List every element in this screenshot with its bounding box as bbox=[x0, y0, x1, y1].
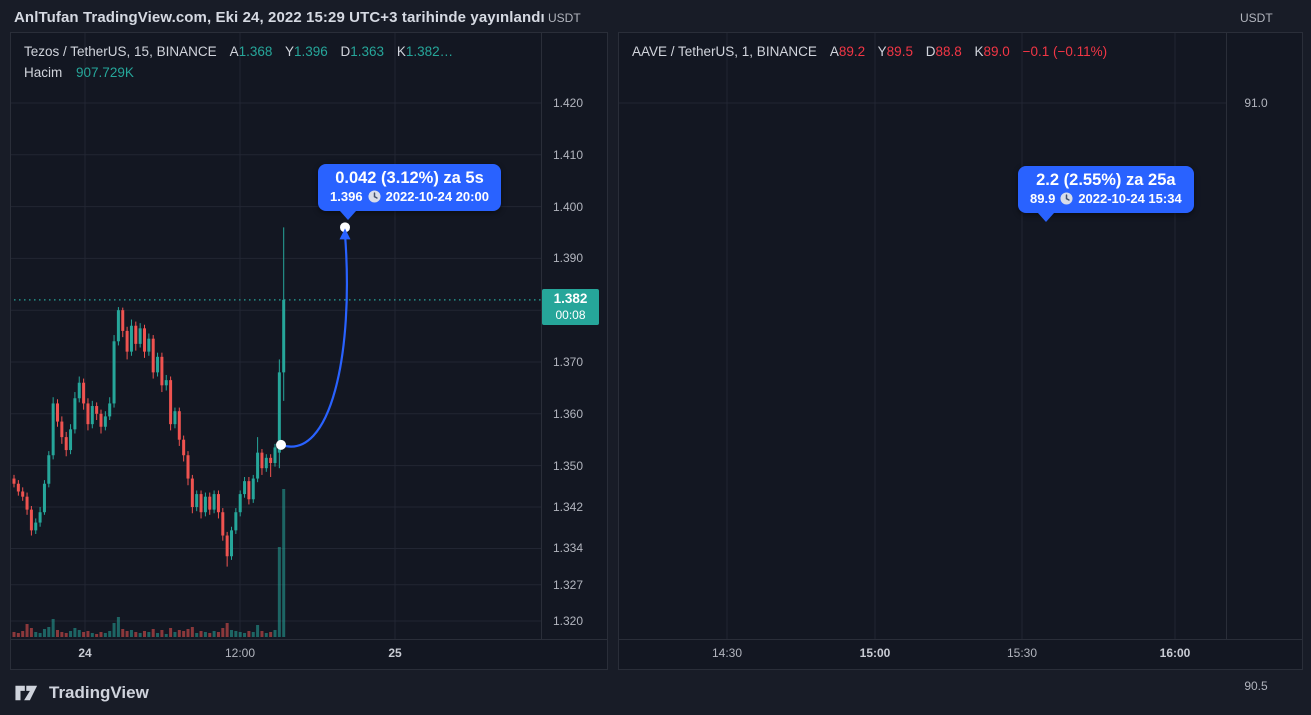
last-price-badge-tezos: 1.382 00:08 bbox=[542, 288, 599, 325]
price-tick-label: 91.0 bbox=[1244, 96, 1268, 110]
low-label: D bbox=[340, 44, 351, 59]
quote-currency-label: USDT bbox=[548, 11, 581, 25]
price-tick-label: 1.320 bbox=[552, 614, 584, 628]
clock-icon bbox=[1060, 192, 1073, 205]
symbol-row: AAVE / TetherUS, 1, BINANCE A89.2 Y89.5 … bbox=[632, 44, 1107, 59]
trend-arrow-annotation bbox=[276, 222, 351, 450]
high-value: 89.5 bbox=[886, 44, 913, 59]
close-value: 1.382… bbox=[405, 44, 454, 59]
chart-legend-aave: AAVE / TetherUS, 1, BINANCE A89.2 Y89.5 … bbox=[632, 44, 1107, 65]
price-tick-label: 1.350 bbox=[552, 458, 584, 473]
callout-target-datetime: 2022-10-24 20:00 bbox=[385, 189, 489, 204]
open-label: A bbox=[829, 44, 839, 59]
price-tick-label: 1.342 bbox=[552, 500, 584, 515]
candlestick-series bbox=[12, 227, 286, 567]
low-label: D bbox=[925, 44, 936, 59]
bar-countdown: 00:08 bbox=[555, 307, 586, 322]
time-tick-label: 12:00 bbox=[224, 646, 256, 660]
low-value: 1.363 bbox=[350, 44, 385, 59]
volume-label[interactable]: Hacim bbox=[24, 65, 63, 80]
price-tick-label: 1.390 bbox=[552, 251, 584, 266]
close-label: K bbox=[974, 44, 984, 59]
tradingview-logo-icon bbox=[15, 685, 38, 701]
volume-row: Hacim 907.729K bbox=[24, 65, 462, 80]
volume-value: 907.729K bbox=[76, 65, 134, 80]
arrow-end-point bbox=[340, 222, 350, 233]
time-tick-label: 14:30 bbox=[711, 646, 743, 660]
chart-legend-tezos: Tezos / TetherUS, 15, BINANCE A1.368 Y1.… bbox=[24, 44, 462, 86]
tezos-candlestick-chart[interactable] bbox=[11, 33, 607, 669]
close-label: K bbox=[396, 44, 406, 59]
volume-bars bbox=[12, 489, 286, 637]
high-value: 1.396 bbox=[293, 44, 328, 59]
time-tick-label: 16:00 bbox=[1159, 646, 1191, 660]
last-price-value: 1.382 bbox=[553, 290, 588, 306]
open-label: A bbox=[229, 44, 239, 59]
price-tick-label: 1.360 bbox=[552, 406, 584, 421]
price-tick-label: 1.370 bbox=[552, 355, 584, 369]
callout-target-price: 1.396 bbox=[330, 189, 363, 204]
chart-panel-aave[interactable]: AAVE / TetherUS, 1, BINANCE A89.2 Y89.5 … bbox=[618, 32, 1303, 670]
price-tick-label: 1.400 bbox=[552, 199, 584, 214]
change-value: −0.1 (−0.11%) bbox=[1022, 44, 1108, 59]
chart-panel-tezos[interactable]: Tezos / TetherUS, 15, BINANCE A1.368 Y1.… bbox=[10, 32, 608, 670]
symbol-row: Tezos / TetherUS, 15, BINANCE A1.368 Y1.… bbox=[24, 44, 462, 59]
price-tick-label: 1.327 bbox=[552, 577, 584, 592]
tradingview-brand-text: TradingView bbox=[49, 683, 149, 702]
time-tick-label: 15:00 bbox=[859, 646, 891, 660]
arrow-start-point bbox=[276, 439, 286, 450]
callout-change-text: 2.2 (2.55%) za 25a bbox=[1036, 171, 1176, 189]
clock-icon bbox=[368, 190, 381, 203]
price-change-callout-tezos[interactable]: 0.042 (3.12%) za 5s 1.396 2022-10-24 20:… bbox=[318, 164, 501, 220]
open-value: 1.368 bbox=[238, 44, 273, 59]
high-label: Y bbox=[284, 44, 294, 59]
publish-header: AnlTufan TradingView.com, Eki 24, 2022 1… bbox=[14, 9, 545, 26]
open-value: 89.2 bbox=[838, 44, 866, 59]
price-tick-label: 90.5 bbox=[1244, 678, 1268, 693]
aave-candlestick-chart[interactable] bbox=[619, 33, 1302, 669]
low-value: 88.8 bbox=[935, 44, 962, 59]
time-tick-label: 24 bbox=[78, 646, 92, 660]
price-change-callout-aave[interactable]: 2.2 (2.55%) za 25a 89.9 2022-10-24 15:34 bbox=[1018, 166, 1194, 222]
symbol-title[interactable]: Tezos / TetherUS, 15, BINANCE bbox=[24, 44, 217, 59]
quote-currency-label: USDT bbox=[1240, 11, 1273, 25]
price-tick-label: 1.334 bbox=[552, 541, 584, 556]
callout-target-price: 89.9 bbox=[1030, 191, 1056, 206]
time-tick-label: 25 bbox=[388, 646, 402, 660]
price-tick-label: 1.410 bbox=[552, 147, 584, 162]
grid-lines bbox=[619, 33, 1226, 639]
callout-change-text: 0.042 (3.12%) za 5s bbox=[335, 169, 484, 187]
time-tick-label: 15:30 bbox=[1006, 646, 1038, 660]
close-value: 89.0 bbox=[983, 44, 1010, 59]
symbol-title[interactable]: AAVE / TetherUS, 1, BINANCE bbox=[632, 44, 817, 59]
tradingview-brand-link[interactable]: TradingView bbox=[14, 681, 149, 705]
high-label: Y bbox=[877, 44, 887, 59]
callout-target-datetime: 2022-10-24 15:34 bbox=[1078, 191, 1182, 206]
price-tick-label: 1.420 bbox=[552, 96, 584, 110]
grid-lines bbox=[11, 33, 541, 639]
